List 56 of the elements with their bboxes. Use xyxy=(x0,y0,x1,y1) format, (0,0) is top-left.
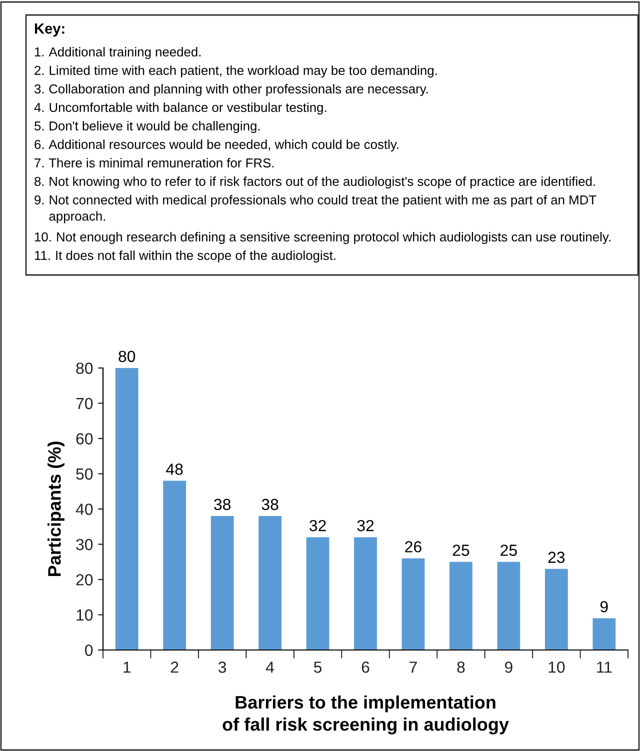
data-label: 38 xyxy=(214,498,231,510)
chart-title: Key: xyxy=(34,24,64,37)
data-label: 26 xyxy=(405,541,422,552)
text: 2. Limited time with each patient, the workload may be too demanding. xyxy=(34,66,437,78)
text: 4. Uncomfortable with balance or vestibular testing. xyxy=(34,102,326,115)
x-tick-label: 9 xyxy=(504,662,512,673)
data-label: 25 xyxy=(452,544,470,556)
y-tick-label: 0 xyxy=(85,644,93,656)
x-tick-label: 8 xyxy=(457,662,465,673)
bar xyxy=(544,568,568,650)
y-axis-title: Participants (%) xyxy=(48,442,64,576)
bar xyxy=(210,516,234,650)
bar xyxy=(497,562,520,650)
y-tick-label: 20 xyxy=(76,574,93,586)
text: 11. It does not fall within the scope of the audiologist. xyxy=(34,250,336,263)
y-tick-label: 40 xyxy=(76,504,93,515)
bar xyxy=(163,480,186,650)
x-tick-label: 7 xyxy=(410,662,417,673)
y-tick-label: 80 xyxy=(76,362,93,374)
x-tick-label: 10 xyxy=(548,662,565,673)
x-tick-label: 3 xyxy=(218,662,226,673)
y-tick-label: 60 xyxy=(76,433,93,444)
text: 10. Not enough research defining a sensitive screening protocol which audiologists can use routinely. xyxy=(34,232,610,244)
text: 3. Collaboration and planning with other professionals are necessary. xyxy=(34,84,428,96)
bar xyxy=(306,537,330,650)
data-label: 32 xyxy=(357,520,374,532)
text: 7. There is minimal remuneration for FRS. xyxy=(34,158,274,168)
y-tick-label: 50 xyxy=(76,468,93,480)
x-tick-label: 6 xyxy=(362,662,370,673)
text: 1. Additional training needed. xyxy=(34,47,201,60)
data-label: 80 xyxy=(118,350,136,362)
bar xyxy=(592,618,616,650)
y-tick-label: 70 xyxy=(76,398,93,410)
data-label: 48 xyxy=(166,464,183,475)
text: 5. Don't believe it would be challenging. xyxy=(34,121,260,134)
data-label: 32 xyxy=(310,520,326,532)
bar xyxy=(115,368,138,650)
bar xyxy=(258,516,282,650)
x-tick-label: 4 xyxy=(266,662,274,673)
x-axis-title: Barriers to the implementation of fall risk screening in audiology xyxy=(222,695,509,734)
bar xyxy=(354,537,377,650)
x-tick-label: 1 xyxy=(124,662,131,673)
bar xyxy=(450,562,472,650)
text: 6. Additional resources would be needed, which could be costly. xyxy=(34,140,398,152)
data-label: 38 xyxy=(262,498,278,510)
x-tick-label: 5 xyxy=(314,662,322,673)
data-label: 25 xyxy=(500,544,517,556)
text: 8. Not knowing who to refer to if risk factors out of the audiologist's scope of practice are identified. xyxy=(34,176,595,189)
y-tick-label: 10 xyxy=(76,609,93,621)
data-label: 23 xyxy=(548,552,565,563)
x-tick-label: 2 xyxy=(170,662,178,673)
y-tick-label: 30 xyxy=(76,538,93,550)
data-label: 9 xyxy=(600,601,608,612)
text: 9. Not connected with medical professionals who could treat the patient with me as part of an MDT approach. xyxy=(34,195,596,224)
x-tick-label: 11 xyxy=(597,662,612,673)
bar xyxy=(402,558,425,650)
